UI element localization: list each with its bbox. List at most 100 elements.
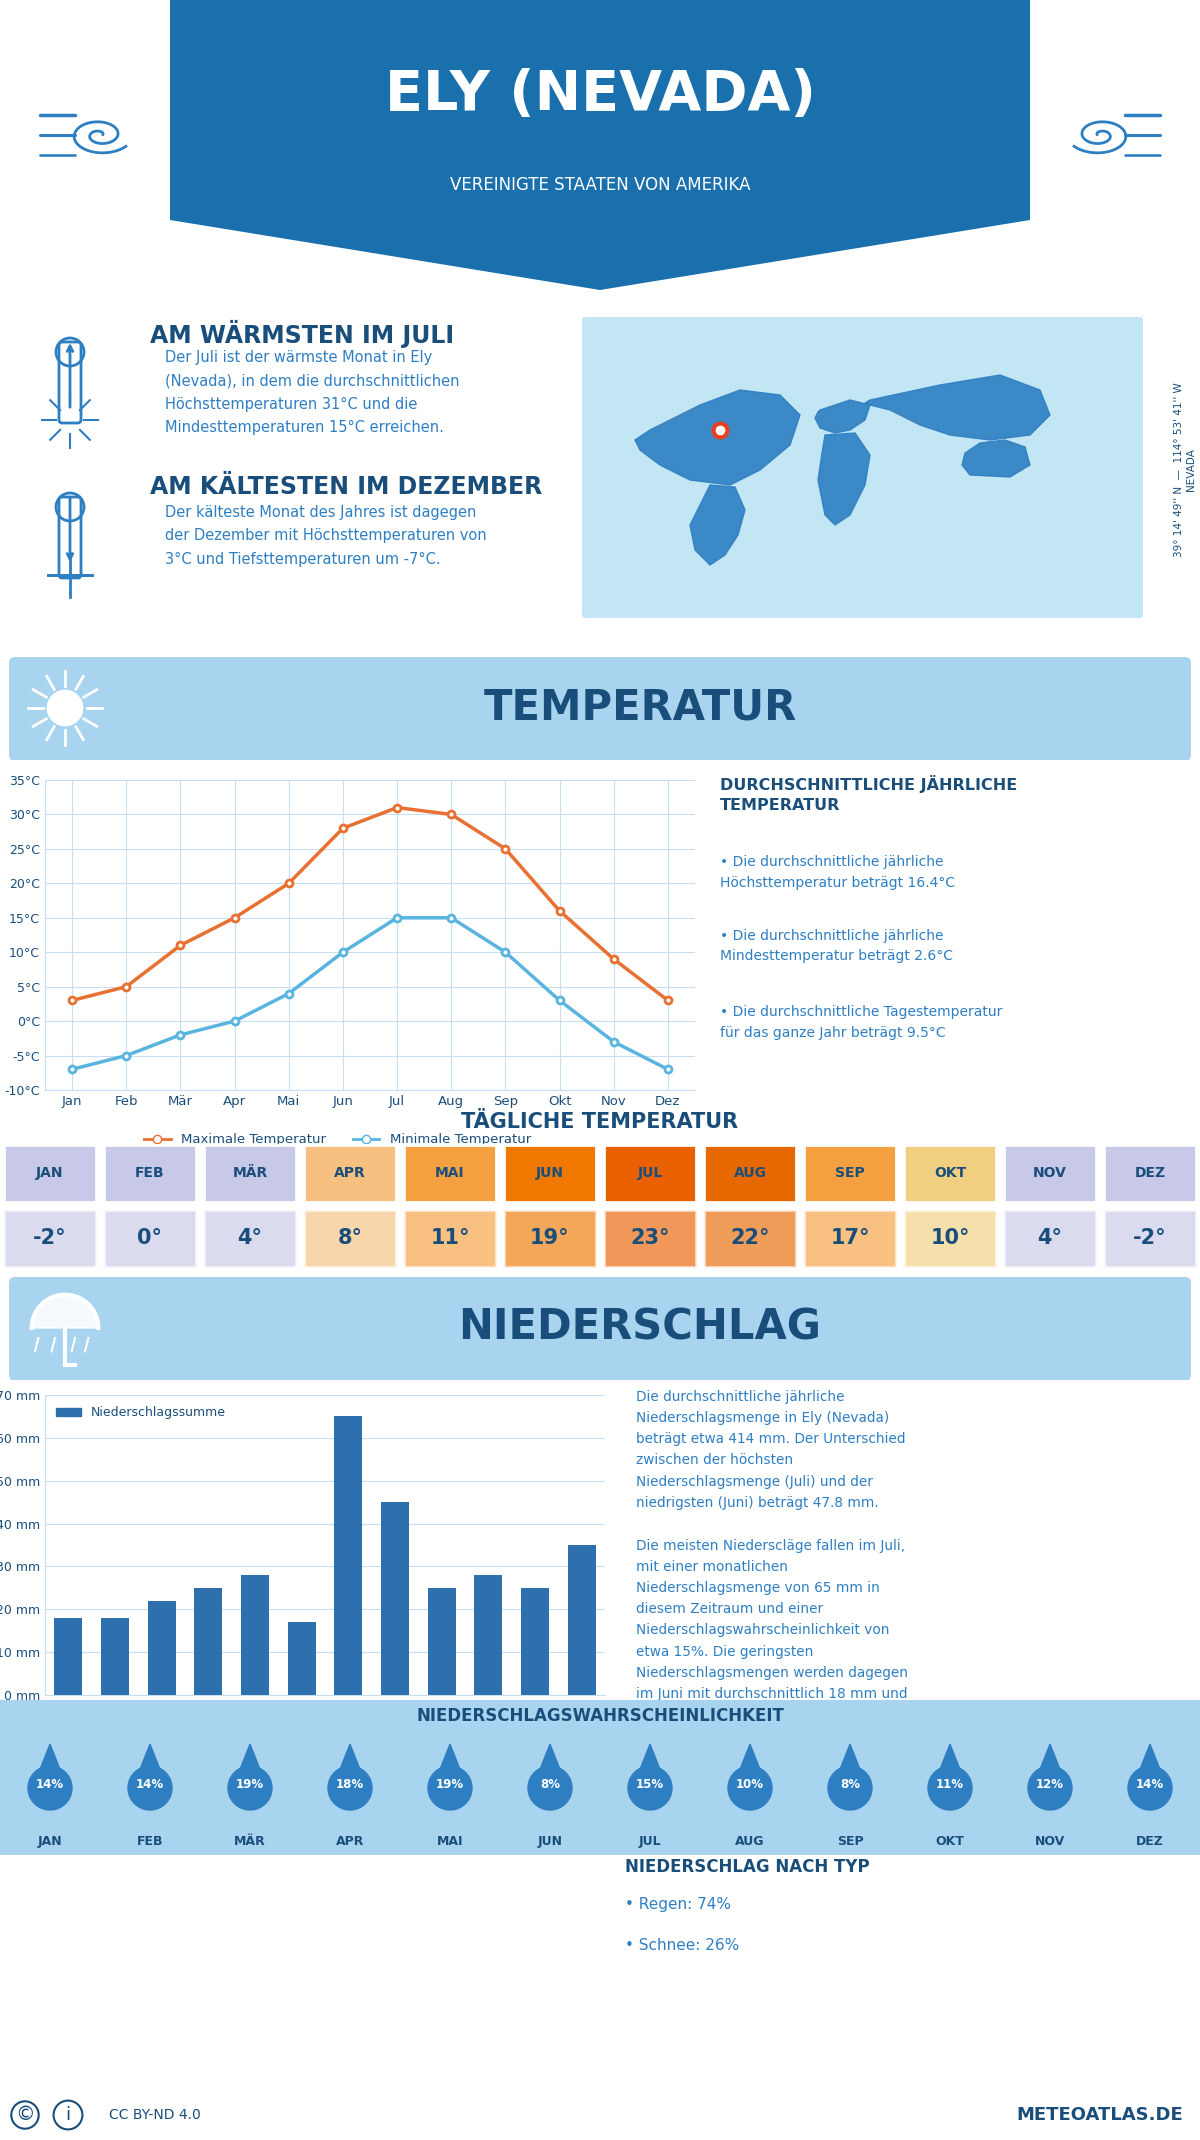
Legend: Maximale Temperatur, Minimale Temperatur: Maximale Temperatur, Minimale Temperatur [139,1128,536,1151]
Bar [521,1588,550,1695]
Text: 22°: 22° [731,1228,769,1248]
FancyBboxPatch shape [604,1145,696,1203]
Text: • Die durchschnittliche jährliche
Mindesttemperatur beträgt 2.6°C: • Die durchschnittliche jährliche Mindes… [720,929,953,963]
Text: 14%: 14% [1136,1778,1164,1791]
Text: Die durchschnittliche jährliche
Niederschlagsmenge in Ely (Nevada)
beträgt etwa : Die durchschnittliche jährliche Niedersc… [636,1391,906,1509]
Text: 19%: 19% [436,1778,464,1791]
Bar [335,1417,362,1695]
FancyBboxPatch shape [4,1145,96,1203]
Text: 0°: 0° [138,1228,162,1248]
FancyBboxPatch shape [1004,1145,1096,1203]
Polygon shape [815,400,870,432]
Text: 8%: 8% [540,1778,560,1791]
Text: • Regen: 74%: • Regen: 74% [625,1896,731,1911]
Text: 4°: 4° [1038,1228,1062,1248]
Text: METEOATLAS.DE: METEOATLAS.DE [1016,2106,1183,2125]
Polygon shape [128,1766,172,1810]
Text: SEP: SEP [836,1834,863,1849]
Polygon shape [1038,1744,1062,1774]
Text: 11%: 11% [936,1778,964,1791]
Polygon shape [865,374,1050,441]
Bar [474,1575,503,1695]
Text: AUG: AUG [736,1834,764,1849]
Text: Der kälteste Monat des Jahres ist dagegen
der Dezember mit Höchsttemperaturen vo: Der kälteste Monat des Jahres ist dagege… [166,505,487,567]
Bar [382,1502,409,1695]
Text: ©: © [16,2106,35,2125]
Text: APR: APR [334,1166,366,1179]
Polygon shape [962,441,1030,477]
Text: AM WÄRMSTEN IM JULI: AM WÄRMSTEN IM JULI [150,321,454,349]
Text: • Die durchschnittliche jährliche
Höchsttemperatur beträgt 16.4°C: • Die durchschnittliche jährliche Höchst… [720,856,955,890]
Text: JAN: JAN [36,1166,64,1179]
Polygon shape [538,1744,562,1774]
Text: NOV: NOV [1034,1834,1066,1849]
FancyBboxPatch shape [604,1209,696,1267]
Text: JAN: JAN [37,1834,62,1849]
Circle shape [47,689,83,725]
Text: DURCHSCHNITTLICHE JÄHRLICHE
TEMPERATUR: DURCHSCHNITTLICHE JÄHRLICHE TEMPERATUR [720,775,1018,813]
Polygon shape [338,1744,362,1774]
Text: MAI: MAI [436,1166,464,1179]
Polygon shape [638,1744,662,1774]
Bar [54,1618,83,1695]
Text: 19%: 19% [236,1778,264,1791]
FancyBboxPatch shape [404,1209,496,1267]
Polygon shape [818,432,870,524]
Text: NIEDERSCHLAG: NIEDERSCHLAG [458,1305,822,1348]
Text: 17°: 17° [830,1228,870,1248]
Text: 23°: 23° [630,1228,670,1248]
Polygon shape [938,1744,962,1774]
Text: -2°: -2° [1133,1228,1166,1248]
Text: TÄGLICHE TEMPERATUR: TÄGLICHE TEMPERATUR [462,1113,738,1132]
FancyBboxPatch shape [10,1278,1190,1380]
Text: ELY (NEVADA): ELY (NEVADA) [384,68,816,122]
Text: JUL: JUL [638,1834,661,1849]
FancyBboxPatch shape [504,1145,596,1203]
Bar [288,1622,316,1695]
Polygon shape [1028,1766,1072,1810]
Polygon shape [38,1744,62,1774]
Text: 14%: 14% [136,1778,164,1791]
FancyBboxPatch shape [10,657,1190,762]
Polygon shape [738,1744,762,1774]
Polygon shape [428,1766,472,1810]
Bar [568,1545,595,1695]
FancyBboxPatch shape [1104,1145,1196,1203]
Text: NOV: NOV [1033,1166,1067,1179]
Text: OKT: OKT [934,1166,966,1179]
Polygon shape [328,1766,372,1810]
Text: • Schnee: 26%: • Schnee: 26% [625,1939,739,1954]
Text: 10°: 10° [930,1228,970,1248]
FancyBboxPatch shape [204,1209,296,1267]
Text: FEB: FEB [137,1834,163,1849]
Legend: Niederschlagssumme: Niederschlagssumme [52,1402,232,1425]
Text: 12%: 12% [1036,1778,1064,1791]
FancyBboxPatch shape [4,1209,96,1267]
FancyBboxPatch shape [504,1209,596,1267]
FancyBboxPatch shape [804,1145,896,1203]
Text: OKT: OKT [936,1834,965,1849]
Text: AUG: AUG [733,1166,767,1179]
Text: i: i [66,2106,71,2125]
FancyBboxPatch shape [904,1145,996,1203]
FancyBboxPatch shape [704,1209,796,1267]
Text: SEP: SEP [835,1166,865,1179]
Text: MÄR: MÄR [234,1834,266,1849]
Polygon shape [528,1766,572,1810]
Polygon shape [628,1766,672,1810]
Polygon shape [928,1766,972,1810]
Bar [427,1588,456,1695]
Text: 19°: 19° [530,1228,570,1248]
Text: FEB: FEB [136,1166,164,1179]
Text: Der Juli ist der wärmste Monat in Ely
(Nevada), in dem die durchschnittlichen
Hö: Der Juli ist der wärmste Monat in Ely (N… [166,351,460,434]
FancyBboxPatch shape [704,1145,796,1203]
Text: 39° 14' 49'' N  —  114° 53' 41'' W
NEVADA: 39° 14' 49'' N — 114° 53' 41'' W NEVADA [1175,383,1195,556]
Text: 4°: 4° [238,1228,263,1248]
FancyBboxPatch shape [404,1145,496,1203]
Polygon shape [1138,1744,1162,1774]
Bar [194,1588,222,1695]
Polygon shape [228,1766,272,1810]
Text: NIEDERSCHLAG NACH TYP: NIEDERSCHLAG NACH TYP [625,1858,870,1877]
Polygon shape [438,1744,462,1774]
Polygon shape [690,486,745,565]
